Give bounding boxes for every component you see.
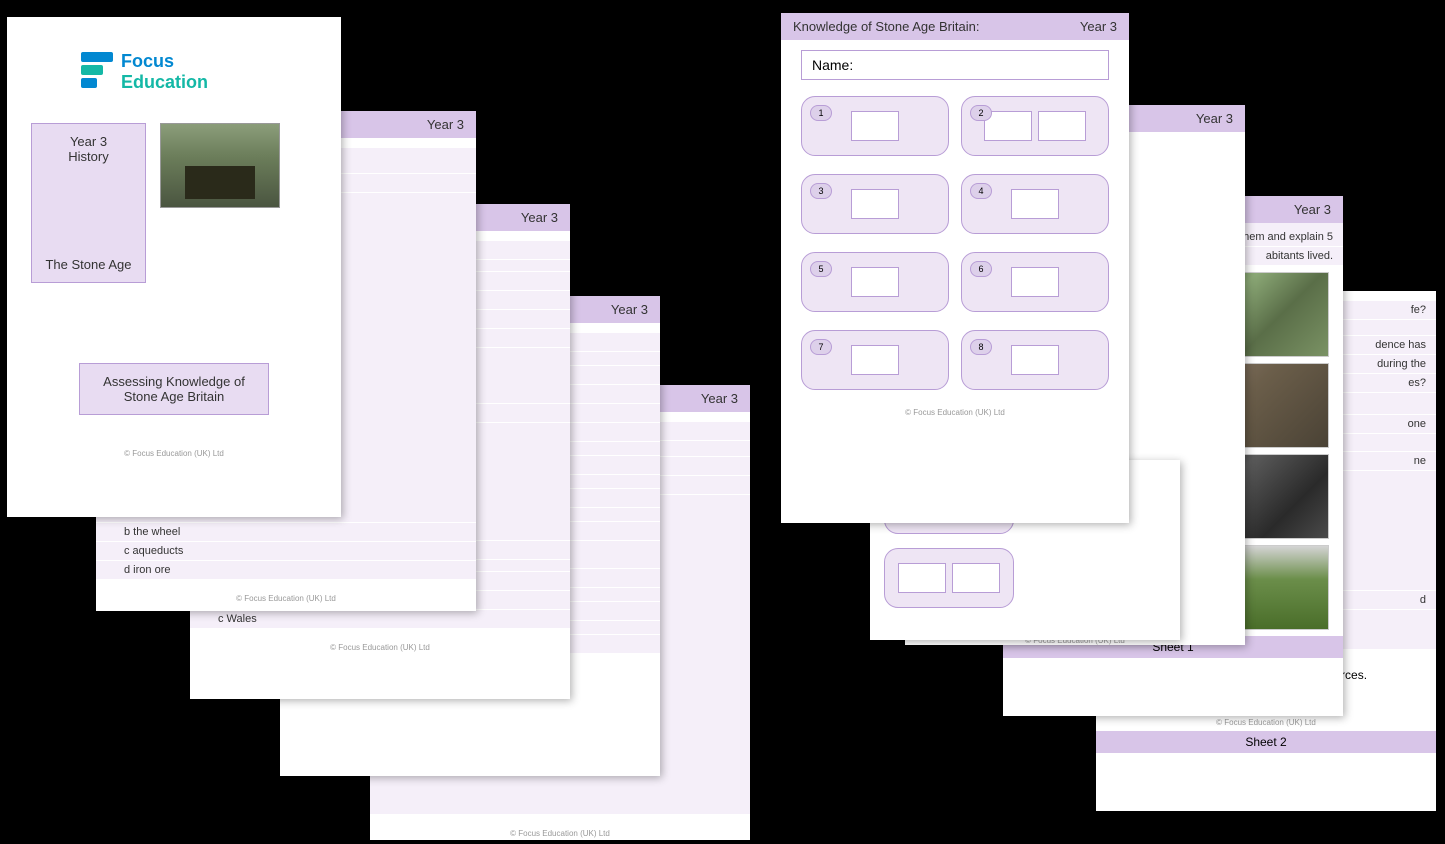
answer-card-1: 1 [801, 96, 949, 156]
cover-subtitle: Assessing Knowledge of Stone Age Britain [79, 363, 269, 415]
logo-text-2: Education [121, 72, 208, 93]
answer-card-8: 8 [961, 330, 1109, 390]
answer-number: 7 [810, 339, 832, 355]
answer-blank[interactable] [851, 267, 899, 297]
footer: © Focus Education (UK) Ltd [1096, 714, 1436, 731]
header-year: Year 3 [1294, 202, 1331, 217]
cover-title-box: Year 3 History The Stone Age [31, 123, 146, 283]
answer-blank[interactable] [1011, 267, 1059, 297]
header-year: Year 3 [701, 391, 738, 406]
name-label: Name: [812, 57, 853, 73]
stone-age-image [160, 123, 280, 208]
option-c: c aqueducts [96, 542, 476, 561]
answer-blank[interactable] [1011, 189, 1059, 219]
page-header: Knowledge of Stone Age Britain: Year 3 [781, 13, 1129, 40]
cover-subject: History [42, 149, 135, 164]
answer-number: 1 [810, 105, 832, 121]
footer: © Focus Education (UK) Ltd [96, 590, 476, 607]
header-year: Year 3 [1080, 19, 1117, 34]
answer-number: 6 [970, 261, 992, 277]
answer-blank[interactable] [952, 563, 1000, 593]
footer: © Focus Education (UK) Ltd [190, 639, 570, 656]
answer-card [884, 548, 1014, 608]
footer: © Focus Education (UK) Ltd [781, 404, 1129, 421]
header-year: Year 3 [427, 117, 464, 132]
answer-card-2: 2 [961, 96, 1109, 156]
answer-blank[interactable] [851, 345, 899, 375]
cover-topic: The Stone Age [42, 257, 135, 272]
sheet-2-label: Sheet 2 [1096, 731, 1436, 753]
answer-card-3: 3 [801, 174, 949, 234]
option-d: d iron ore [96, 561, 476, 580]
option-c: c Wales [190, 610, 570, 629]
footer: © Focus Education (UK) Ltd [31, 445, 317, 462]
header-year: Year 3 [521, 210, 558, 225]
answer-blank[interactable] [851, 189, 899, 219]
answer-card-7: 7 [801, 330, 949, 390]
logo-icon [81, 52, 113, 92]
logo-text-1: Focus [121, 51, 208, 72]
header-year: Year 3 [1196, 111, 1233, 126]
logo: Focus Education [81, 51, 317, 93]
answer-number: 4 [970, 183, 992, 199]
answer-card-5: 5 [801, 252, 949, 312]
header-year: Year 3 [611, 302, 648, 317]
footer: © Focus Education (UK) Ltd [370, 825, 750, 842]
answer-number: 8 [970, 339, 992, 355]
answer-blank[interactable] [898, 563, 946, 593]
answer-card-6: 6 [961, 252, 1109, 312]
answer-blank[interactable] [1038, 111, 1086, 141]
answer-card-4: 4 [961, 174, 1109, 234]
header-title: Knowledge of Stone Age Britain: [793, 19, 979, 34]
option-b: b the wheel [96, 523, 476, 542]
answer-number: 5 [810, 261, 832, 277]
cover-page: Focus Education Year 3 History The Stone… [7, 17, 341, 517]
answer-number: 3 [810, 183, 832, 199]
answer-blank[interactable] [1011, 345, 1059, 375]
name-field[interactable]: Name: [801, 50, 1109, 80]
answer-worksheet: Knowledge of Stone Age Britain: Year 3 N… [781, 13, 1129, 523]
answer-blank[interactable] [851, 111, 899, 141]
answer-number: 2 [970, 105, 992, 121]
cover-year: Year 3 [42, 134, 135, 149]
